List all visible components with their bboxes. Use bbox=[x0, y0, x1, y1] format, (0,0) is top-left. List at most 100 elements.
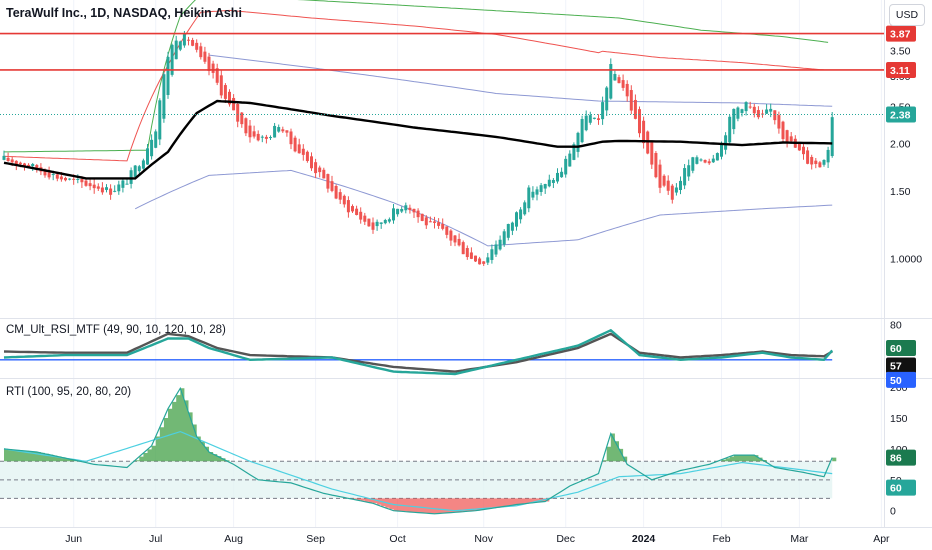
candle-body bbox=[613, 73, 617, 81]
rsi-pane[interactable] bbox=[0, 328, 834, 376]
time-tick-label: Aug bbox=[224, 533, 243, 545]
candle-body bbox=[400, 209, 404, 212]
candle-body bbox=[789, 136, 793, 142]
candle-body bbox=[269, 137, 272, 139]
band-blue-upper-line bbox=[208, 54, 833, 107]
candle-body bbox=[572, 144, 576, 160]
candle-body bbox=[638, 109, 641, 134]
candle-body bbox=[330, 181, 334, 191]
candle-body bbox=[96, 186, 100, 189]
candle-body bbox=[383, 219, 387, 224]
candle-body bbox=[568, 153, 572, 167]
candle-body bbox=[605, 87, 609, 111]
candle-body bbox=[527, 187, 531, 209]
price-badge-3-11-bg bbox=[886, 61, 916, 78]
candle-body bbox=[465, 248, 469, 258]
rti-indicator-label[interactable]: RTI (100, 95, 20, 80, 20) bbox=[6, 386, 132, 398]
price-tick-label: 2.00 bbox=[890, 138, 911, 150]
candle-body bbox=[146, 148, 149, 165]
candle-body bbox=[178, 41, 182, 50]
candle-body bbox=[14, 160, 18, 165]
candle-body bbox=[72, 178, 76, 180]
candle-body bbox=[720, 143, 723, 157]
currency-button[interactable]: USD bbox=[889, 4, 925, 26]
candle-body bbox=[584, 115, 588, 131]
candle-body bbox=[547, 179, 551, 187]
candle-body bbox=[830, 117, 834, 157]
candle-body bbox=[724, 135, 728, 150]
candle-body bbox=[371, 222, 375, 230]
candle-body bbox=[777, 115, 781, 129]
rsi-badge-57: 57 bbox=[886, 357, 916, 374]
candle-body bbox=[814, 160, 818, 164]
moving-average-line bbox=[3, 99, 833, 180]
candle-body bbox=[797, 143, 801, 151]
candle-body bbox=[207, 56, 211, 71]
candle-body bbox=[658, 164, 662, 188]
time-tick-label: Jun bbox=[65, 533, 82, 545]
candle-body bbox=[609, 64, 613, 99]
candle-body bbox=[76, 178, 80, 180]
candle-body bbox=[351, 206, 354, 212]
candle-body bbox=[174, 40, 178, 60]
candle-body bbox=[428, 221, 432, 223]
rti-signal-line bbox=[3, 430, 833, 512]
candle-body bbox=[47, 172, 51, 178]
rsi-badge-57-bg bbox=[886, 357, 916, 374]
time-tick-label: Dec bbox=[556, 533, 575, 545]
price-badge-3-87-bg bbox=[886, 25, 916, 42]
candle-body bbox=[379, 222, 383, 224]
rsi-indicator-label[interactable]: CM_Ult_RSI_MTF (49, 90, 10, 120, 10, 28) bbox=[6, 324, 226, 336]
candle-body bbox=[141, 160, 145, 169]
candle-body bbox=[769, 108, 773, 112]
candle-body bbox=[228, 91, 231, 105]
candle-body bbox=[621, 80, 625, 88]
rti-line bbox=[3, 386, 833, 515]
candle-body bbox=[416, 210, 420, 218]
time-tick-label: Sep bbox=[306, 533, 325, 545]
candle-body bbox=[469, 252, 473, 259]
candlestick-series[interactable] bbox=[2, 30, 834, 267]
candle-body bbox=[625, 83, 629, 97]
candle-body bbox=[560, 171, 564, 178]
candle-body bbox=[293, 137, 297, 152]
candle-body bbox=[785, 130, 789, 143]
price-bands bbox=[3, 0, 833, 247]
candle-body bbox=[748, 106, 752, 108]
candle-body bbox=[687, 165, 691, 177]
candle-body bbox=[248, 125, 252, 138]
candle-body bbox=[10, 159, 14, 163]
candle-body bbox=[125, 183, 129, 185]
candle-body bbox=[683, 168, 687, 186]
rti-badge-86-text: 86 bbox=[890, 453, 902, 465]
price-badge-current-bg bbox=[886, 106, 916, 123]
candle-body bbox=[191, 39, 195, 46]
candle-body bbox=[285, 130, 289, 133]
rti-pane[interactable] bbox=[0, 386, 837, 515]
candle-body bbox=[449, 230, 453, 241]
candle-body bbox=[355, 208, 359, 215]
candle-body bbox=[105, 187, 108, 190]
rsi-green-line bbox=[3, 328, 834, 376]
candle-body bbox=[64, 177, 67, 181]
candle-body bbox=[642, 120, 646, 144]
candle-body bbox=[490, 249, 494, 260]
candle-body bbox=[629, 90, 633, 111]
candle-body bbox=[334, 185, 338, 199]
candle-body bbox=[318, 167, 322, 173]
time-tick-label: Apr bbox=[873, 533, 890, 545]
candle-body bbox=[326, 174, 330, 189]
candle-body bbox=[773, 110, 777, 121]
candle-body bbox=[523, 202, 527, 215]
candle-body bbox=[113, 190, 117, 192]
candle-body bbox=[2, 155, 6, 160]
candle-body bbox=[666, 180, 670, 191]
candle-body bbox=[535, 189, 539, 195]
chart-title: TeraWulf Inc., 1D, NASDAQ, Heikin Ashi bbox=[6, 6, 242, 20]
candle-body bbox=[543, 183, 547, 189]
candle-body bbox=[457, 238, 461, 246]
price-badge-current: 2.38 bbox=[886, 106, 916, 123]
candle-body bbox=[154, 131, 158, 148]
grid-lines bbox=[0, 0, 932, 528]
